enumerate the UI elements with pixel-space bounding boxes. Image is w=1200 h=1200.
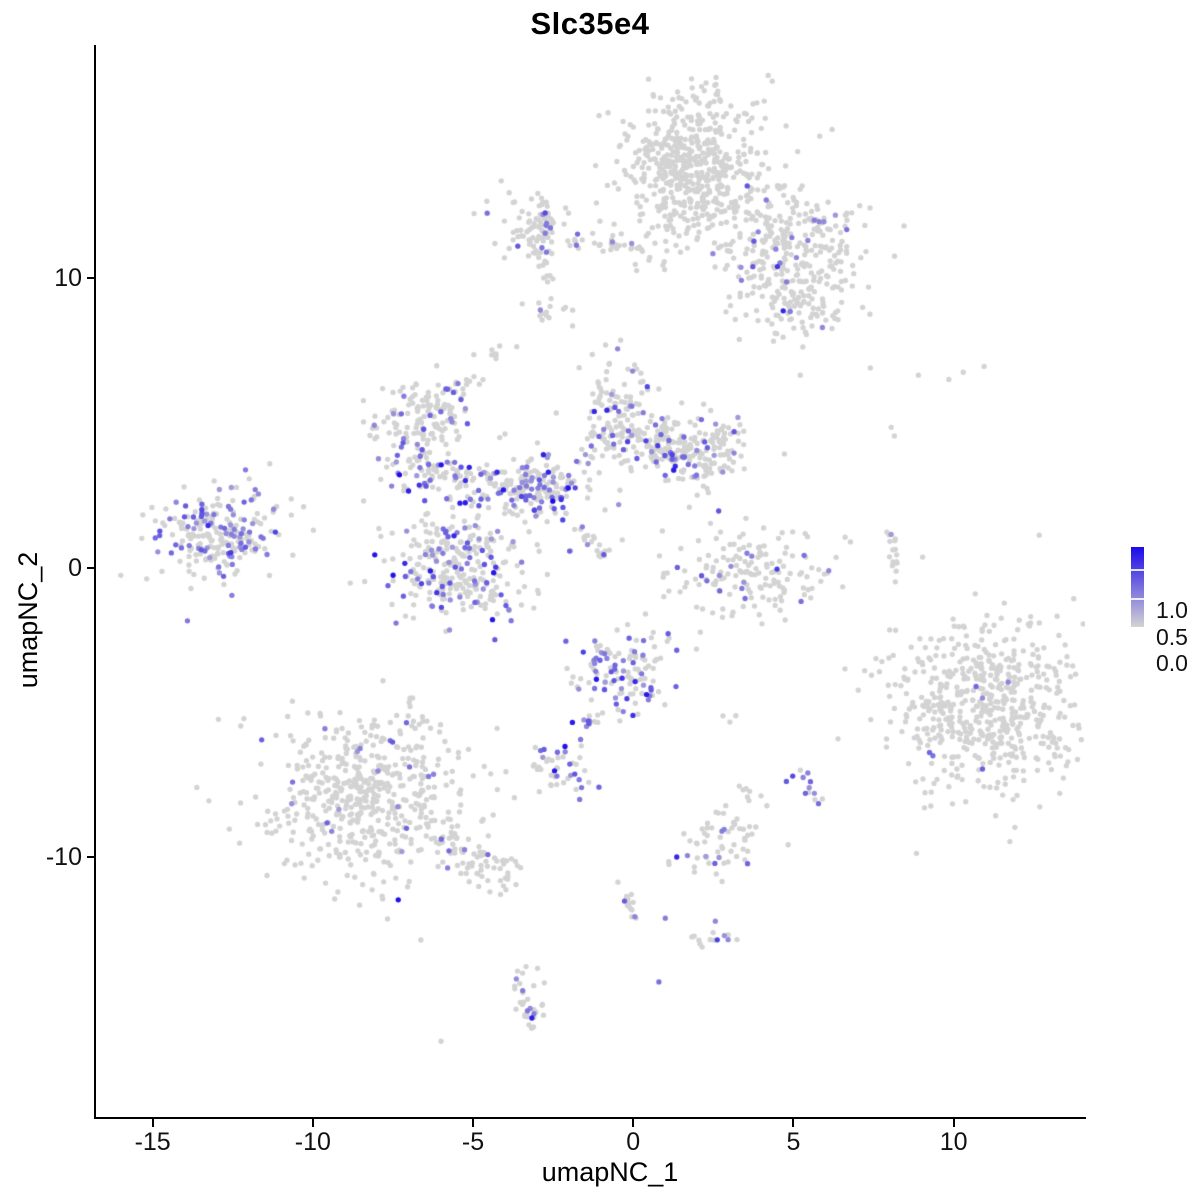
- scatter-points-canvas: [95, 45, 1085, 1118]
- y-tick-mark: [87, 277, 95, 280]
- y-tick-mark: [87, 566, 95, 569]
- x-tick-mark: [792, 1119, 795, 1127]
- y-tick-mark: [87, 856, 95, 859]
- x-axis-title: umapNC_1: [541, 1157, 679, 1187]
- x-tick-label: 0: [626, 1128, 641, 1156]
- y-tick-label: -10: [45, 843, 82, 872]
- legend-notch-1.0: [1131, 569, 1144, 571]
- x-tick-label: -10: [294, 1128, 331, 1156]
- x-tick-label: 10: [939, 1128, 968, 1156]
- legend-label-low: 0.0: [1156, 650, 1188, 676]
- x-tick-label: -5: [461, 1128, 485, 1156]
- x-tick-label: 5: [786, 1128, 801, 1156]
- expression-legend: 1.0 0.5 0.0: [1125, 540, 1200, 675]
- x-tick-mark: [632, 1119, 635, 1127]
- x-tick-mark: [311, 1119, 314, 1127]
- plot-title: Slc35e4: [530, 6, 650, 41]
- x-tick-mark: [952, 1119, 955, 1127]
- legend-colorbar: [1131, 547, 1144, 627]
- y-axis-title: umapNC_2: [13, 551, 43, 689]
- legend-notch-0.5: [1131, 598, 1144, 600]
- legend-label-high: 1.0: [1156, 597, 1188, 623]
- x-tick-mark: [472, 1119, 475, 1127]
- x-tick-mark: [151, 1119, 154, 1127]
- x-tick-label: -15: [134, 1128, 171, 1156]
- x-axis-line: [94, 1117, 1086, 1119]
- y-tick-label: 10: [54, 264, 82, 293]
- legend-label-mid: 0.5: [1156, 624, 1188, 650]
- y-tick-label: 0: [68, 553, 82, 582]
